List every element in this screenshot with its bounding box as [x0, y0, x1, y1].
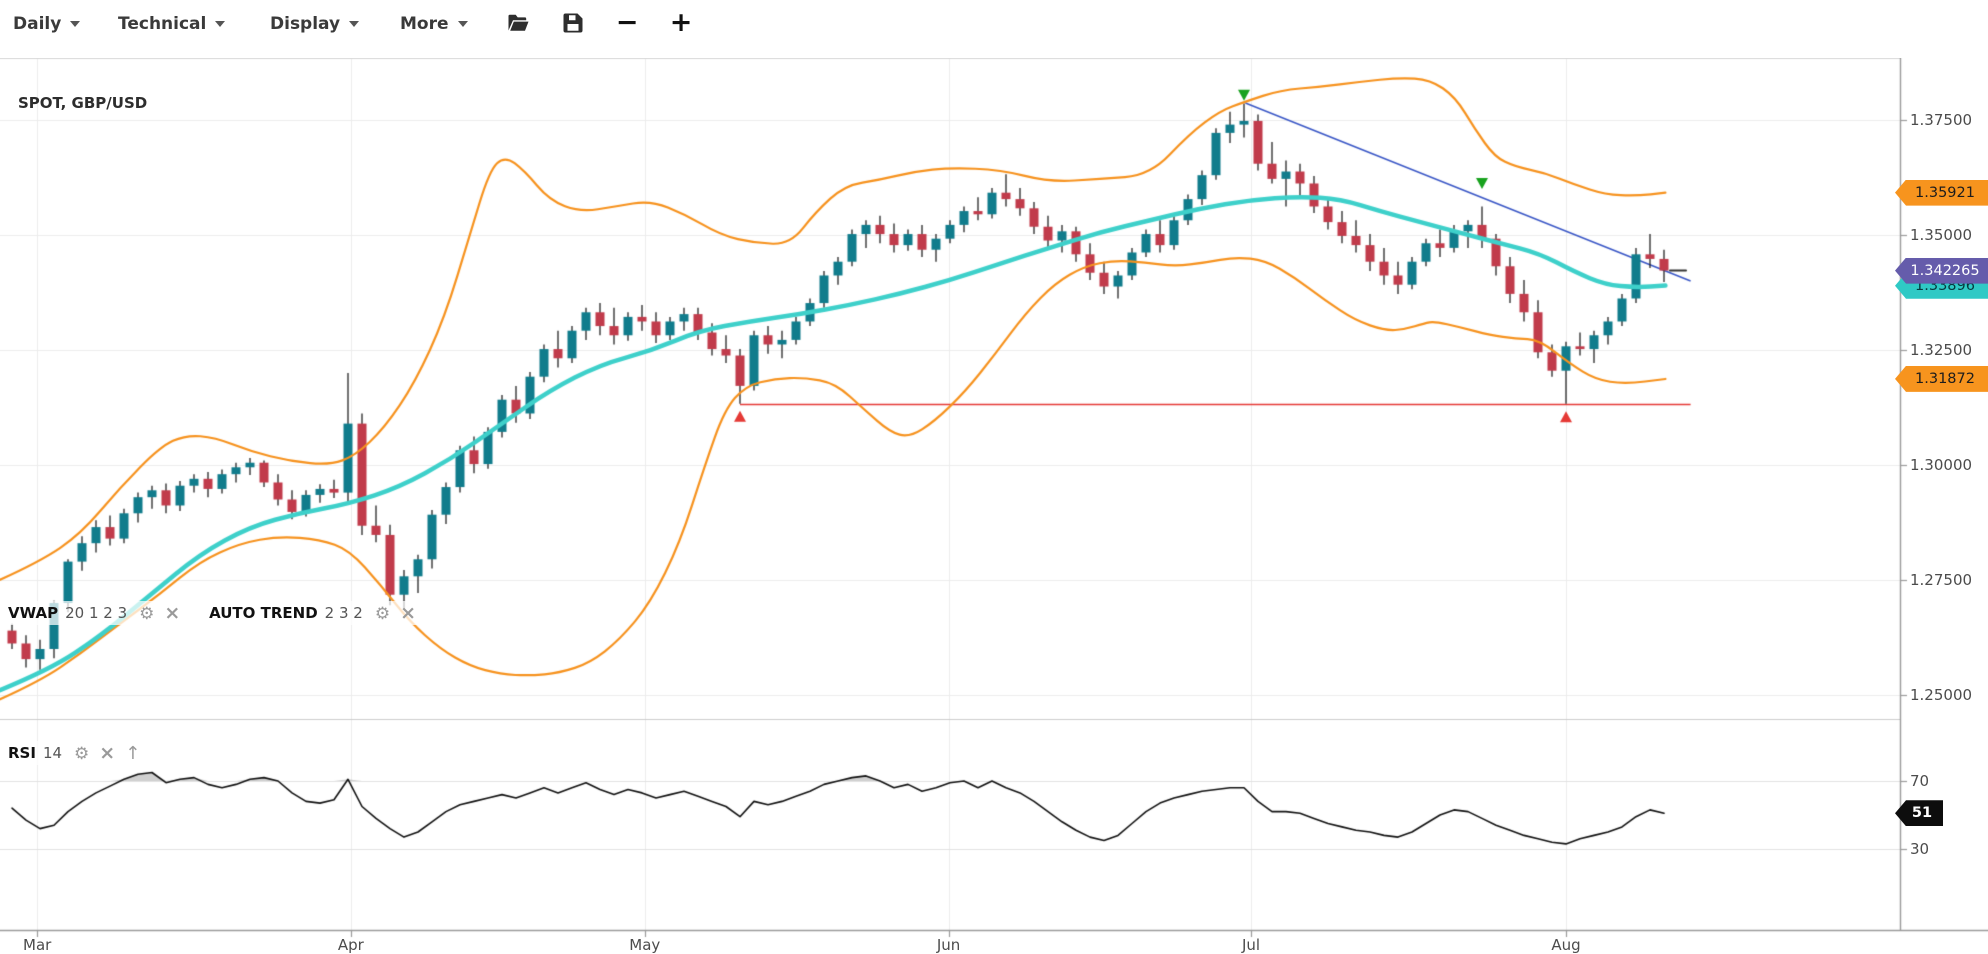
- menu-technical-label: Technical: [118, 14, 207, 34]
- price-axis-label: 1.27500: [1910, 571, 1973, 589]
- bollinger-lower-badge: 1.31872: [1895, 365, 1988, 392]
- menu-more[interactable]: More: [400, 11, 468, 37]
- rsi-settings-button[interactable]: ⚙: [74, 744, 89, 764]
- close-icon: ×: [99, 742, 116, 764]
- menu-more-label: More: [400, 14, 449, 34]
- menu-display-label: Display: [270, 14, 341, 34]
- auto-trend-legend-name: AUTO TREND: [209, 604, 318, 622]
- save-icon: [563, 13, 583, 33]
- bollinger-upper-badge: 1.35921: [1895, 179, 1988, 206]
- time-axis-label: Aug: [1551, 936, 1581, 954]
- time-axis-label: Jul: [1241, 936, 1261, 954]
- rsi-legend: RSI 14 ⚙ × ↑: [6, 741, 159, 765]
- last-price-badge: 1.342265: [1895, 257, 1988, 284]
- price-axis-label: 1.32500: [1910, 341, 1973, 359]
- minus-icon: −: [615, 7, 639, 38]
- arrow-up-icon: ↑: [125, 743, 141, 764]
- price-axis-label: 1.25000: [1910, 686, 1973, 704]
- chevron-down-icon: [215, 21, 226, 27]
- gear-icon: ⚙: [374, 604, 391, 624]
- menu-timeframe[interactable]: Daily: [13, 11, 81, 37]
- overlay-legend: VWAP 20 1 2 3 ⚙ × AUTO TREND 2 3 2 ⚙ ×: [6, 601, 448, 625]
- close-icon: ×: [400, 602, 416, 624]
- rsi-value-badge: 51: [1895, 800, 1943, 827]
- chevron-down-icon: [349, 21, 360, 27]
- rsi-expand-button[interactable]: ↑: [125, 743, 140, 764]
- chevron-down-icon: [70, 21, 81, 27]
- menu-display[interactable]: Display: [270, 11, 360, 37]
- open-folder-icon: [508, 14, 529, 31]
- toolbar: Daily Technical Display More − +: [0, 0, 1988, 58]
- gear-icon: ⚙: [74, 744, 90, 764]
- rsi-remove-button[interactable]: ×: [99, 742, 115, 764]
- time-axis-label: Apr: [337, 936, 364, 954]
- symbol-label: SPOT, GBP/USD: [18, 94, 148, 112]
- plus-icon: +: [669, 7, 693, 38]
- price-axis-label: 1.30000: [1910, 456, 1973, 474]
- rsi-legend-params: 14: [42, 744, 63, 762]
- price-axis-label: 1.35000: [1910, 226, 1973, 244]
- auto-trend-legend-params: 2 3 2: [324, 604, 363, 622]
- auto-trend-settings-button[interactable]: ⚙: [375, 604, 390, 624]
- close-icon: ×: [164, 602, 181, 624]
- vwap-remove-button[interactable]: ×: [164, 602, 180, 624]
- open-chart-button[interactable]: [503, 8, 533, 40]
- menu-technical[interactable]: Technical: [118, 11, 226, 37]
- vwap-legend-name: VWAP: [8, 604, 59, 622]
- zoom-in-button[interactable]: +: [666, 8, 696, 40]
- rsi-axis-label: 30: [1910, 840, 1930, 858]
- zoom-out-button[interactable]: −: [612, 8, 642, 40]
- time-axis-label: May: [629, 936, 661, 954]
- time-axis-label: Mar: [23, 936, 52, 954]
- menu-timeframe-label: Daily: [13, 14, 62, 34]
- time-axis-label: Jun: [936, 936, 961, 954]
- chevron-down-icon: [457, 21, 468, 27]
- rsi-axis-label: 70: [1910, 772, 1930, 790]
- auto-trend-legend: AUTO TREND 2 3 2 ⚙ ×: [209, 602, 426, 624]
- vwap-legend: VWAP 20 1 2 3 ⚙ ×: [8, 602, 195, 624]
- vwap-legend-params: 20 1 2 3: [65, 604, 128, 622]
- auto-trend-remove-button[interactable]: ×: [400, 602, 416, 624]
- vwap-settings-button[interactable]: ⚙: [139, 604, 154, 624]
- price-axis-label: 1.37500: [1910, 111, 1973, 129]
- gear-icon: ⚙: [139, 604, 155, 624]
- save-chart-button[interactable]: [558, 8, 588, 40]
- rsi-legend-name: RSI: [8, 744, 36, 762]
